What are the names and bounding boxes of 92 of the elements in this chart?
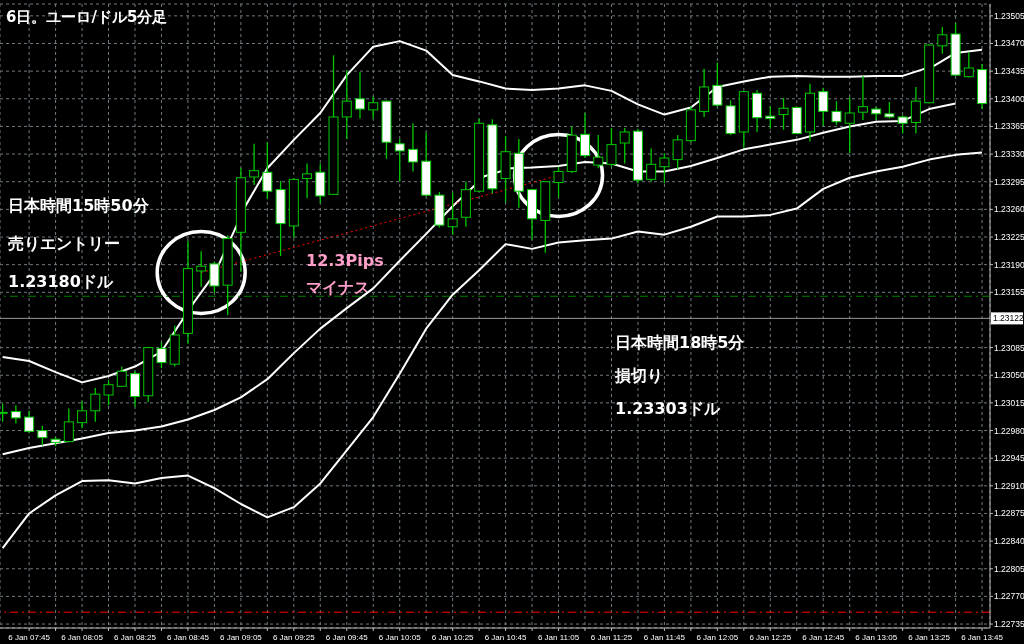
x-tick-label: 6 Jan 13:25 bbox=[908, 633, 951, 642]
y-tick-label: 1.23330 bbox=[994, 149, 1024, 160]
candlestick bbox=[103, 379, 114, 406]
candlestick bbox=[831, 100, 842, 126]
x-tick-label: 6 Jan 08:25 bbox=[114, 633, 157, 642]
candlestick bbox=[593, 134, 604, 169]
y-tick-label: 1.23505 bbox=[994, 10, 1024, 21]
ref-line-label: 1.23122 bbox=[993, 313, 1024, 324]
candlestick bbox=[196, 250, 207, 288]
candlestick bbox=[90, 387, 101, 423]
candlestick bbox=[937, 26, 948, 55]
candlestick bbox=[355, 71, 365, 120]
y-tick-label: 1.22910 bbox=[994, 480, 1024, 491]
candlestick bbox=[606, 127, 617, 168]
annotation: 1.23180ドル bbox=[8, 272, 114, 291]
candlestick bbox=[619, 127, 630, 165]
x-tick-label: 6 Jan 12:25 bbox=[749, 633, 792, 642]
candlestick bbox=[315, 162, 326, 204]
y-tick-label: 1.23085 bbox=[994, 342, 1024, 353]
x-tick-label: 6 Jan 13:45 bbox=[961, 633, 1004, 642]
candlestick bbox=[341, 69, 352, 140]
annotation: 損切り bbox=[614, 366, 663, 385]
candlestick bbox=[130, 370, 140, 408]
y-tick-label: 1.22875 bbox=[994, 508, 1024, 519]
y-tick-label: 1.23225 bbox=[994, 232, 1024, 243]
candlestick bbox=[37, 425, 48, 447]
candlestick bbox=[77, 400, 88, 429]
x-tick-label: 6 Jan 10:45 bbox=[484, 633, 528, 642]
x-tick-label: 6 Jan 08:05 bbox=[61, 633, 104, 642]
x-tick-label: 6 Jan 12:45 bbox=[802, 633, 845, 642]
candlestick bbox=[778, 97, 789, 131]
y-tick-label: 1.23190 bbox=[994, 259, 1024, 270]
candlestick bbox=[659, 152, 670, 184]
y-tick-label: 1.22805 bbox=[994, 563, 1024, 574]
y-tick-label: 1.23260 bbox=[994, 204, 1024, 215]
candlestick bbox=[156, 341, 167, 369]
x-tick-label: 6 Jan 10:05 bbox=[378, 633, 422, 642]
candlestick bbox=[368, 95, 379, 120]
x-tick-label: 6 Jan 09:25 bbox=[272, 633, 316, 642]
candlestick bbox=[209, 260, 220, 294]
annotation: 日本時間18時5分 bbox=[615, 333, 746, 352]
y-tick-label: 1.23470 bbox=[994, 38, 1024, 49]
line-series bbox=[1, 151, 984, 550]
x-tick-label: 6 Jan 09:05 bbox=[219, 633, 263, 642]
candlestick bbox=[844, 96, 855, 154]
annotation: マイナス bbox=[306, 278, 370, 297]
candlestick bbox=[249, 143, 260, 186]
chart-title: 6日。ユーロ/ドル5分足 bbox=[6, 8, 168, 26]
candlestick bbox=[672, 134, 683, 170]
candlestick bbox=[553, 166, 564, 199]
candlestick bbox=[765, 105, 776, 130]
annotation: 日本時間15時50分 bbox=[8, 196, 150, 215]
y-tick-label: 1.23015 bbox=[994, 397, 1024, 408]
candlestick bbox=[963, 51, 974, 79]
y-tick-label: 1.22770 bbox=[994, 591, 1024, 602]
y-tick-label: 1.22840 bbox=[994, 536, 1024, 547]
x-tick-label: 6 Jan 12:05 bbox=[696, 633, 739, 642]
candlestick bbox=[63, 407, 74, 444]
y-tick-label: 1.23435 bbox=[994, 66, 1024, 77]
annotation: 12.3Pips bbox=[306, 251, 384, 270]
x-tick-label: 6 Jan 08:45 bbox=[167, 633, 210, 642]
x-tick-label: 6 Jan 11:45 bbox=[643, 633, 686, 642]
y-tick-label: 1.22980 bbox=[994, 425, 1024, 436]
y-tick-label: 1.23295 bbox=[994, 176, 1024, 187]
candlestick bbox=[897, 114, 908, 135]
y-tick-label: 1.23155 bbox=[994, 287, 1024, 298]
y-tick-label: 1.23400 bbox=[994, 93, 1024, 104]
y-tick-label: 1.22735 bbox=[994, 619, 1024, 630]
candlestick bbox=[262, 141, 273, 200]
candlestick bbox=[580, 112, 590, 159]
x-tick-label: 6 Jan 11:05 bbox=[537, 633, 580, 642]
x-tick-label: 6 Jan 11:25 bbox=[590, 633, 633, 642]
x-tick-label: 6 Jan 09:45 bbox=[325, 633, 369, 642]
x-tick-label: 6 Jan 13:05 bbox=[855, 633, 898, 642]
candlestick bbox=[302, 162, 313, 199]
candlestick bbox=[818, 87, 829, 127]
y-tick-label: 1.23365 bbox=[994, 121, 1024, 132]
y-tick-label: 1.22945 bbox=[994, 453, 1024, 464]
candlestick bbox=[394, 138, 405, 183]
annotation: 売りエントリー bbox=[8, 234, 120, 253]
candlestick bbox=[447, 192, 458, 236]
candlestick bbox=[407, 122, 418, 173]
candlestick bbox=[712, 61, 723, 108]
x-tick-label: 6 Jan 07:45 bbox=[8, 633, 51, 642]
annotation: 1.23303ドル bbox=[615, 399, 721, 418]
candlestick bbox=[10, 404, 21, 425]
candlestick bbox=[857, 75, 868, 121]
candlestick bbox=[24, 410, 35, 434]
x-tick-label: 6 Jan 10:25 bbox=[431, 633, 475, 642]
candlestick bbox=[646, 147, 657, 183]
candlestick bbox=[910, 86, 921, 135]
y-tick-label: 1.23050 bbox=[994, 370, 1024, 381]
